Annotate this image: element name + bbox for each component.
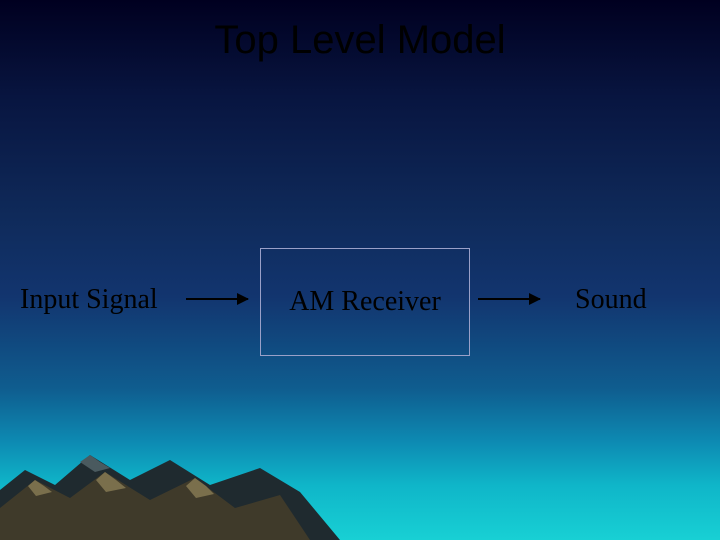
slide-title: Top Level Model <box>0 18 720 63</box>
am-receiver-box: AM Receiver <box>260 248 470 356</box>
arrow-input-to-receiver <box>186 298 248 300</box>
input-signal-label: Input Signal <box>20 284 158 316</box>
slide: Top Level Model Input Signal AM Receiver… <box>0 0 720 540</box>
arrow-receiver-to-output <box>478 298 540 300</box>
mountain-decoration <box>0 380 720 540</box>
top-level-diagram: Input Signal AM Receiver Sound <box>0 248 720 368</box>
sound-output-label: Sound <box>575 284 647 316</box>
am-receiver-label: AM Receiver <box>289 286 441 318</box>
